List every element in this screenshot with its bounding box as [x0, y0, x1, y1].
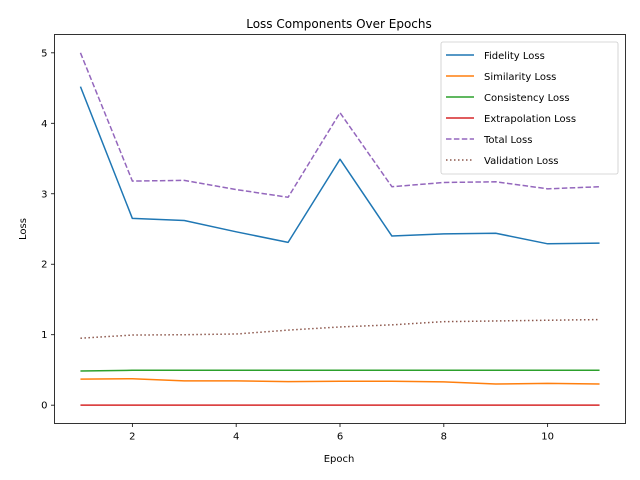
series-line-validation-loss	[80, 318, 600, 339]
legend-label-consistency-loss: Consistency Loss	[484, 93, 570, 104]
y-axis-label: Loss	[18, 218, 29, 240]
y-tick-label: 3	[41, 189, 47, 200]
y-tick-label: 1	[41, 330, 47, 341]
y-tick-label: 0	[41, 401, 47, 412]
legend-label-validation-loss: Validation Loss	[484, 156, 559, 167]
x-tick-label: 4	[233, 432, 239, 443]
chart-title: Loss Components Over Epochs	[246, 17, 432, 31]
x-axis-label: Epoch	[324, 454, 355, 465]
legend-label-extrapolation-loss: Extrapolation Loss	[484, 114, 576, 125]
series-line-consistency-loss	[80, 369, 600, 372]
y-tick-label: 5	[41, 48, 47, 59]
legend-label-fidelity-loss: Fidelity Loss	[484, 51, 545, 62]
series-line-fidelity-loss	[79, 86, 600, 245]
y-tick-label: 4	[41, 119, 47, 130]
x-axis: 2 4 6 8 10	[129, 423, 554, 443]
legend: Fidelity Loss Similarity Loss Consistency …	[440, 41, 619, 175]
x-tick-label: 10	[541, 432, 554, 443]
x-tick-label: 2	[129, 432, 135, 443]
x-tick-label: 8	[441, 432, 447, 443]
legend-box	[440, 41, 619, 175]
legend-label-similarity-loss: Similarity Loss	[484, 72, 556, 83]
legend-label-total-loss: Total Loss	[483, 135, 532, 146]
y-axis: 0 1 2 3 4 5	[41, 48, 55, 412]
series-line-similarity-loss	[80, 378, 600, 385]
y-tick-label: 2	[41, 260, 47, 271]
plot-lines	[79, 52, 600, 406]
x-tick-label: 6	[337, 432, 343, 443]
